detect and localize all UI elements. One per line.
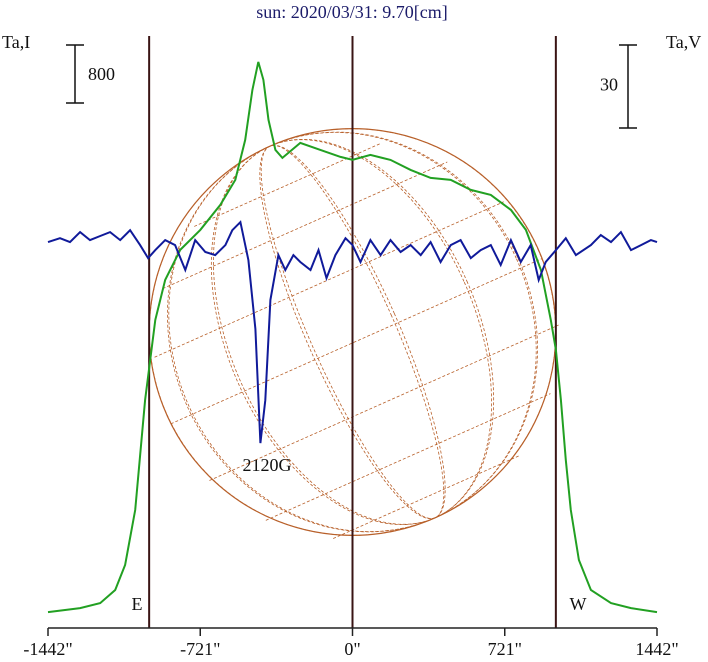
- annotation: E: [132, 594, 143, 614]
- parallel: [170, 258, 543, 425]
- series-line: [47, 61, 658, 614]
- y2-axis-label: Ta,V: [666, 32, 701, 52]
- scale-label: 800: [88, 64, 115, 84]
- chart-title: sun: 2020/03/31: 9.70[cm]: [256, 2, 448, 22]
- parallel: [332, 455, 520, 539]
- meridian: [213, 139, 492, 525]
- parallel: [265, 393, 551, 521]
- x-tick-label: 721": [488, 639, 522, 659]
- parallel: [194, 143, 381, 227]
- x-tick-label: 1442": [635, 639, 678, 659]
- scale-label: 30: [600, 75, 618, 95]
- annotation: W: [570, 594, 587, 614]
- annotation: 2120G: [243, 455, 292, 475]
- x-tick-label: -1442": [23, 639, 72, 659]
- x-tick-label: -721": [180, 639, 220, 659]
- x-tick-label: 0": [344, 639, 360, 659]
- parallel: [154, 201, 504, 358]
- parallel: [162, 161, 448, 290]
- y-axis-label: Ta,I: [2, 32, 30, 52]
- parallel: [209, 324, 559, 481]
- series-line: [47, 220, 658, 444]
